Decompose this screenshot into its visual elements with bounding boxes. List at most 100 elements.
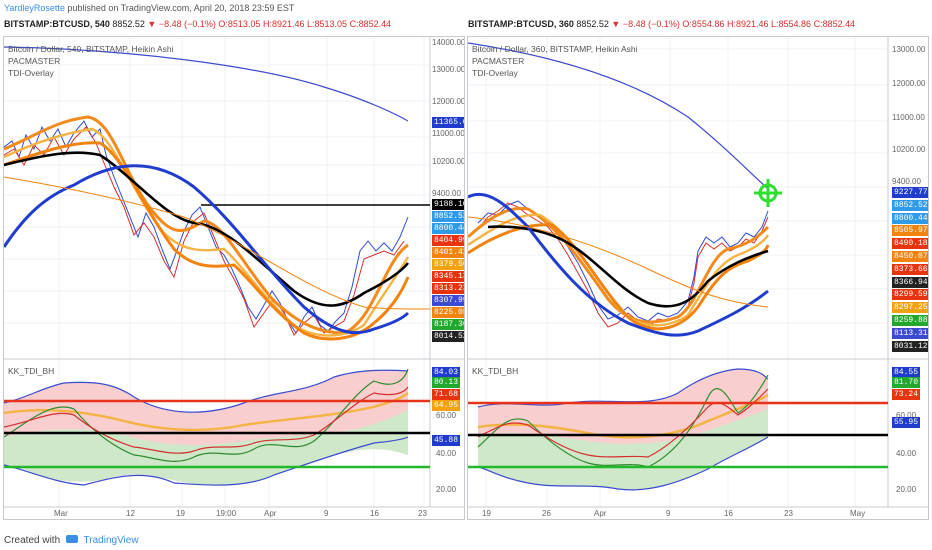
left-price-tag: 8225.05 <box>432 307 464 318</box>
left-osc-label[interactable]: KK_TDI_BH <box>8 366 55 376</box>
right-price-axis-label: 10200.00 <box>892 145 926 154</box>
left-osc-tag: 64.95 <box>432 400 461 411</box>
left-osc-tag: 71.68 <box>432 389 461 400</box>
tradingview-link[interactable]: TradingView <box>83 535 139 546</box>
right-osc-axis-label: 20.00 <box>896 485 917 494</box>
right-time-axis-label: May <box>850 509 866 518</box>
left-price-axis-label: 11000.00 <box>432 129 465 138</box>
author-link[interactable]: YardleyRosette <box>4 3 65 13</box>
right-indicator-tdi[interactable]: TDI-Overlay <box>472 68 518 78</box>
right-chart-title: Bitcoin / Dollar, 360, BITSTAMP, Heikin … <box>472 44 638 54</box>
left-price-tag: 8014.52 <box>432 331 464 342</box>
left-chart-canvas[interactable] <box>4 37 464 519</box>
right-symbol[interactable]: BITSTAMP:BTCUSD, 360 <box>468 19 574 29</box>
left-price-tag: 11365.07 <box>432 117 464 128</box>
right-time-axis-label: 23 <box>784 509 793 518</box>
right-high: H:8921.46 <box>726 19 769 29</box>
right-osc-axis-label: 40.00 <box>896 449 917 458</box>
left-osc-tag: 80.13 <box>432 377 461 388</box>
right-chart-canvas[interactable] <box>468 37 928 519</box>
left-high: H:8921.46 <box>262 19 305 29</box>
left-time-axis-label: 23 <box>418 509 427 518</box>
right-price-tag: 8113.31 <box>892 327 928 339</box>
right-price-tag: 8490.18 <box>892 238 928 250</box>
right-close: C:8852.44 <box>813 19 856 29</box>
right-time-axis-label: 16 <box>724 509 733 518</box>
left-price-tag: 8800.44 <box>432 223 464 234</box>
right-symbol-line: BITSTAMP:BTCUSD, 360 8852.52 ▼ −8.48 (−0… <box>468 19 855 29</box>
right-osc-label[interactable]: KK_TDI_BH <box>472 366 519 376</box>
left-indicator-tdi[interactable]: TDI-Overlay <box>8 68 54 78</box>
right-price-tag: 8450.07 <box>892 251 928 262</box>
right-price-axis-label: 13000.00 <box>892 45 926 54</box>
left-price-tag: 8379.56 <box>432 259 464 270</box>
left-time-axis-label: 9 <box>324 509 329 518</box>
right-price: 8852.52 <box>576 19 609 29</box>
page-header: YardleyRosette published on TradingView.… <box>0 0 932 36</box>
publish-info: YardleyRosette published on TradingView.… <box>4 3 294 13</box>
tradingview-logo-icon <box>65 535 78 543</box>
right-price-tag: 9227.77 <box>892 187 928 198</box>
right-time-axis-label: 26 <box>542 509 551 518</box>
right-indicator-pacmaster[interactable]: PACMASTER <box>472 56 525 66</box>
left-low: L:8513.05 <box>307 19 348 29</box>
footer: Created with TradingView <box>4 535 139 546</box>
right-change: ▼ −8.48 (−0.1%) <box>611 19 680 29</box>
left-price-tag: 8852.52 <box>432 211 464 222</box>
left-price-axis-label: 13000.00 <box>432 65 465 74</box>
left-price-tag: 8307.99 <box>432 295 464 306</box>
left-time-axis-label: 19:00 <box>216 509 237 518</box>
left-time-axis-label: Mar <box>54 509 68 518</box>
left-time-axis-label: 12 <box>126 509 135 518</box>
right-price-axis-label: 9400.00 <box>892 177 921 186</box>
created-with-text: Created with <box>4 535 61 546</box>
left-price-tag: 8345.13 <box>432 271 464 282</box>
right-low: L:8554.86 <box>771 19 812 29</box>
right-price-tag: 8505.97 <box>892 225 928 237</box>
left-price: 8852.52 <box>112 19 145 29</box>
left-osc-axis-label: 20.00 <box>436 485 457 494</box>
target-marker[interactable] <box>754 179 782 207</box>
right-time-axis-label: 9 <box>666 509 671 518</box>
right-osc-tag: 55.95 <box>892 417 921 428</box>
left-osc-tag: 45.88 <box>432 435 461 446</box>
left-chart-title: Bitcoin / Dollar, 540, BITSTAMP, Heikin … <box>8 44 174 54</box>
right-price-axis-label: 11000.00 <box>892 113 925 122</box>
publish-text: published on TradingView.com, April 20, … <box>67 3 295 13</box>
right-time-axis-label: 19 <box>482 509 491 518</box>
left-price-tag: 8313.23 <box>432 283 464 294</box>
left-close: C:8852.44 <box>349 19 392 29</box>
right-price-tag: 8297.25 <box>892 302 928 314</box>
right-price-axis-label: 12000.00 <box>892 79 926 88</box>
left-price-axis-label: 12000.00 <box>432 97 465 106</box>
left-chart-panel[interactable]: Bitcoin / Dollar, 540, BITSTAMP, Heikin … <box>3 36 465 520</box>
left-price-tag: 9188.10 <box>432 199 464 210</box>
right-time-axis-label: Apr <box>594 509 607 518</box>
right-price-tag: 8852.52 <box>892 199 928 211</box>
left-price-tag: 8401.42 <box>432 247 464 258</box>
left-osc-tag: 84.03 <box>432 367 461 378</box>
right-price-tag: 8800.44 <box>892 212 928 224</box>
left-osc-axis-label: 40.00 <box>436 449 457 458</box>
right-price-tag: 8373.66 <box>892 263 928 275</box>
right-price-tag: 8031.12 <box>892 340 928 352</box>
left-indicator-pacmaster[interactable]: PACMASTER <box>8 56 61 66</box>
left-oscillator <box>4 368 430 486</box>
left-open: O:8513.05 <box>218 19 261 29</box>
right-open: O:8554.86 <box>682 19 725 29</box>
right-osc-tag: 84.55 <box>892 367 921 378</box>
left-price-axis-label: 9400.00 <box>432 189 461 198</box>
right-osc-tag: 81.70 <box>892 377 921 388</box>
left-price-tag: 8404.99 <box>432 235 464 246</box>
right-price-tag: 8299.59 <box>892 289 928 301</box>
right-oscillator <box>468 368 888 491</box>
right-price-tag: 8259.88 <box>892 315 928 326</box>
left-change: ▼ −8.48 (−0.1%) <box>147 19 216 29</box>
left-symbol[interactable]: BITSTAMP:BTCUSD, 540 <box>4 19 110 29</box>
right-chart-panel[interactable]: Bitcoin / Dollar, 360, BITSTAMP, Heikin … <box>467 36 929 520</box>
right-osc-tag: 73.24 <box>892 389 921 400</box>
left-time-axis-label: 16 <box>370 509 379 518</box>
left-price-axis-label: 14000.00 <box>432 38 465 47</box>
right-osc-axis-label: 60.00 <box>896 411 917 420</box>
right-price-tag: 8366.94 <box>892 276 928 288</box>
